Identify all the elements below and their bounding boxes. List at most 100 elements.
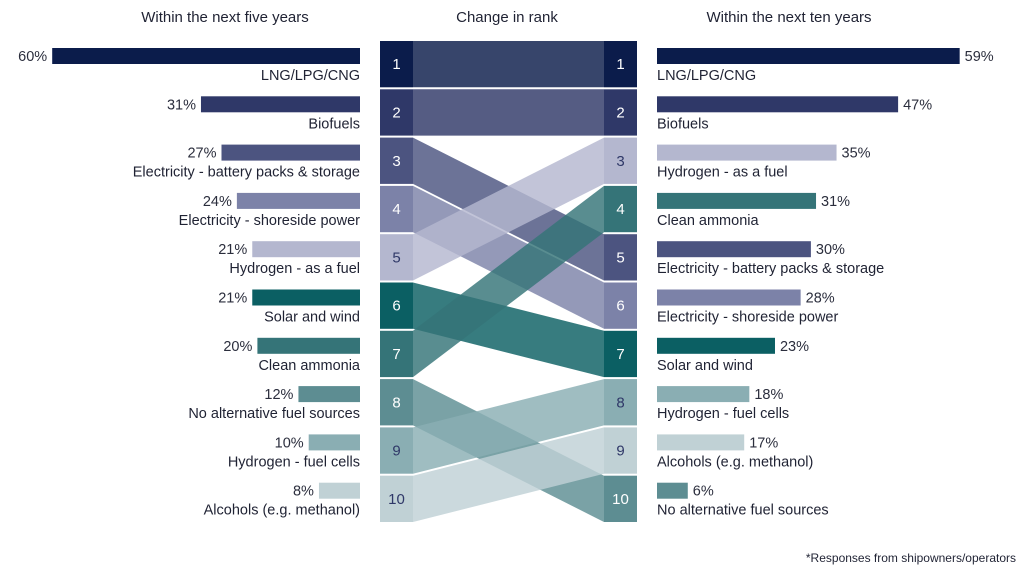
ribbon-clean-ammonia [413,185,604,378]
category-label-five-hydrogen-as-a-fuel: Hydrogen - as a fuel [229,261,360,277]
category-label-five-lng-lpg-cng: LNG/LPG/CNG [261,68,360,84]
category-label-ten-no-alternative-fuel-sources: No alternative fuel sources [657,503,829,519]
rank-box-ten-5 [604,234,637,281]
rank-box-five-2 [380,89,413,136]
value-label-five-alcohols-e-g-methanol: 8% [293,484,314,500]
rank-box-ten-1 [604,41,637,88]
header-ten-years: Within the next ten years [706,9,871,26]
category-label-five-hydrogen-fuel-cells: Hydrogen - fuel cells [228,454,360,470]
value-label-five-lng-lpg-cng: 60% [18,49,47,65]
value-label-five-biofuels: 31% [167,97,196,113]
bar-ten-clean-ammonia [657,192,817,209]
category-label-ten-alcohols-e-g-methanol: Alcohols (e.g. methanol) [657,454,813,470]
rank-box-five-1 [380,41,413,88]
rank-number-five-10: 10 [388,491,405,508]
rank-number-ten-2: 2 [616,104,624,121]
category-label-five-electricity-shoreside-power: Electricity - shoreside power [179,213,360,229]
category-label-five-clean-ammonia: Clean ammonia [258,358,360,374]
value-label-ten-no-alternative-fuel-sources: 6% [693,484,714,500]
ribbon-lng-lpg-cng [413,41,604,88]
rank-column-ten-years: 1 2 3 4 5 6 7 8 9 10 [604,41,637,522]
rank-box-ten-6 [604,282,637,329]
value-label-five-hydrogen-as-a-fuel: 21% [218,242,247,258]
rank-number-ten-1: 1 [616,56,624,73]
category-label-ten-solar-and-wind: Solar and wind [657,358,753,374]
rank-box-five-4 [380,185,413,233]
rank-ribbons [413,41,604,522]
rank-number-ten-8: 8 [616,394,624,411]
header-five-years: Within the next five years [141,9,309,26]
rank-number-five-3: 3 [392,153,400,170]
rank-box-five-5 [380,234,413,281]
rank-box-ten-8 [604,379,637,426]
rank-box-five-6 [380,282,413,329]
bar-five-electricity-shoreside-power [236,192,360,209]
rank-box-five-8 [380,379,413,426]
bar-ten-lng-lpg-cng [657,48,960,64]
bar-five-alcohols-e-g-methanol [318,482,360,499]
ribbon-biofuels [413,89,604,136]
rank-number-five-6: 6 [392,298,400,315]
bar-five-biofuels [200,96,360,113]
value-label-ten-hydrogen-fuel-cells: 18% [754,387,783,403]
rank-number-five-2: 2 [392,104,400,121]
category-label-ten-biofuels: Biofuels [657,116,709,132]
rank-number-ten-6: 6 [616,298,624,315]
footnote: *Responses from shipowners/operators [806,551,1016,565]
value-label-ten-hydrogen-as-a-fuel: 35% [842,146,871,162]
category-label-five-no-alternative-fuel-sources: No alternative fuel sources [188,406,360,422]
value-label-ten-clean-ammonia: 31% [821,194,850,210]
value-label-ten-alcohols-e-g-methanol: 17% [749,435,778,451]
rank-box-five-10 [380,475,413,522]
bars-ten-years: 59% LNG/LPG/CNG 47% Biofuels 35% Hydrogen - a… [657,48,994,519]
bar-ten-alcohols-e-g-methanol [657,434,745,451]
rank-box-five-7 [380,330,413,378]
value-label-five-electricity-shoreside-power: 24% [203,194,232,210]
rank-number-five-9: 9 [392,443,400,460]
bars-five-years: 60% LNG/LPG/CNG 31% Biofuels 27% Electricity … [18,48,361,519]
category-label-five-biofuels: Biofuels [308,116,360,132]
rank-box-ten-2 [604,89,637,136]
category-label-five-alcohols-e-g-methanol: Alcohols (e.g. methanol) [204,503,360,519]
rank-box-ten-9 [604,427,637,474]
rank-number-ten-3: 3 [616,153,624,170]
rank-box-ten-3 [604,137,637,184]
rank-number-five-1: 1 [392,56,400,73]
value-label-ten-biofuels: 47% [903,97,932,113]
bar-five-electricity-battery-packs-storage [221,144,360,161]
rank-number-ten-7: 7 [616,346,624,363]
bar-five-hydrogen-as-a-fuel [252,241,360,258]
bar-ten-electricity-battery-packs-storage [657,241,811,258]
value-label-ten-solar-and-wind: 23% [780,339,809,355]
rank-number-five-5: 5 [392,249,400,266]
value-label-ten-electricity-battery-packs-storage: 30% [816,242,845,258]
bar-five-no-alternative-fuel-sources [298,386,360,403]
value-label-five-electricity-battery-packs-storage: 27% [187,146,216,162]
bar-ten-solar-and-wind [657,337,775,354]
rank-box-five-3 [380,137,413,184]
value-label-ten-lng-lpg-cng: 59% [965,49,994,65]
header-change-in-rank: Change in rank [456,9,558,26]
ribbon-no-alternative-fuel-sources [413,379,604,522]
value-label-five-solar-and-wind: 21% [218,291,247,307]
ribbon-hydrogen-fuel-cells [413,379,604,474]
category-label-ten-clean-ammonia: Clean ammonia [657,213,759,229]
category-label-ten-electricity-battery-packs-storage: Electricity - battery packs & storage [657,261,884,277]
rank-number-five-4: 4 [392,201,400,218]
rank-number-five-8: 8 [392,394,400,411]
category-label-ten-hydrogen-as-a-fuel: Hydrogen - as a fuel [657,165,788,181]
value-label-five-clean-ammonia: 20% [223,339,252,355]
bar-ten-hydrogen-fuel-cells [657,386,750,403]
ribbon-alcohols-e-g-methanol [413,427,604,522]
bar-ten-electricity-shoreside-power [657,289,801,306]
rank-box-ten-10 [604,475,637,522]
category-label-five-solar-and-wind: Solar and wind [264,310,360,326]
rank-number-five-7: 7 [392,346,400,363]
value-label-five-no-alternative-fuel-sources: 12% [264,387,293,403]
category-label-ten-hydrogen-fuel-cells: Hydrogen - fuel cells [657,406,789,422]
bar-five-clean-ammonia [257,337,360,354]
value-label-five-hydrogen-fuel-cells: 10% [275,435,304,451]
category-label-ten-lng-lpg-cng: LNG/LPG/CNG [657,68,756,84]
rank-box-ten-7 [604,330,637,378]
